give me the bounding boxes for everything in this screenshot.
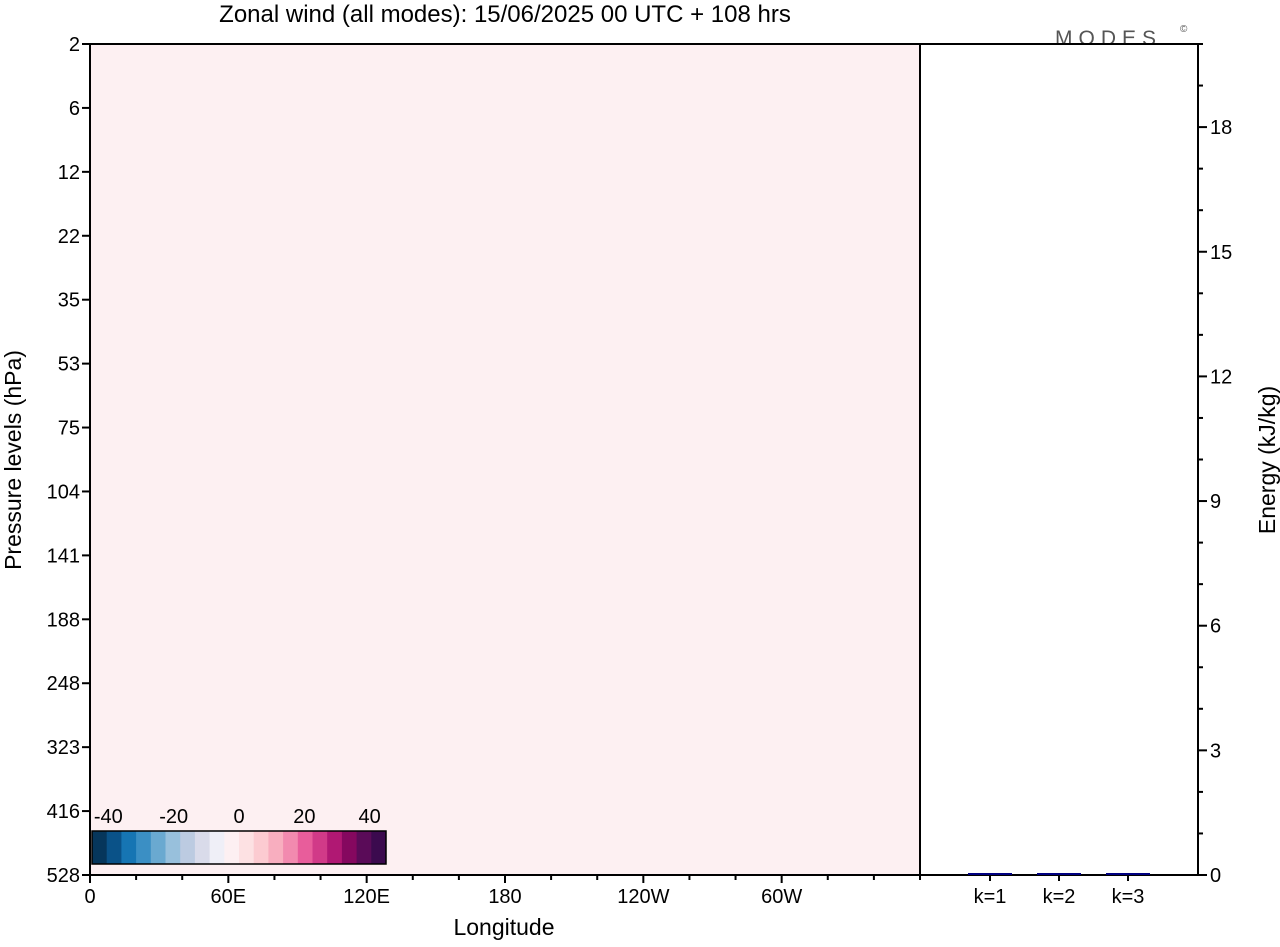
energy-tick-label: 3 (1210, 740, 1221, 762)
energy-bar (968, 873, 1012, 875)
pressure-tick-label: 6 (69, 98, 80, 120)
colorbar-swatch (165, 831, 181, 864)
colorbar-swatch (312, 831, 328, 864)
pressure-tick-label: 104 (47, 481, 80, 503)
longitude-tick-label: 180 (488, 886, 521, 908)
chart-title: Zonal wind (all modes): 15/06/2025 00 UT… (219, 1, 791, 28)
colorbar-frame (91, 830, 387, 865)
colorbar-swatch (297, 831, 313, 864)
energy-panel-frame (919, 43, 1199, 876)
colorbar-swatch (253, 831, 269, 864)
wavenumber-axis: k=1 k=2 k=3 (974, 875, 1145, 908)
brand-mark: © (1180, 24, 1188, 35)
pressure-tick-label: 75 (58, 418, 80, 440)
energy-bar (1106, 873, 1150, 875)
colorbar-tick-label: 40 (359, 806, 381, 828)
colorbar-tick-label: -40 (94, 806, 123, 828)
longitude-tick-label: 120W (617, 886, 669, 908)
colorbar-tick-label: 0 (233, 806, 244, 828)
colorbar-swatch (150, 831, 166, 864)
colorbar: -40 -20 0 20 40 (91, 806, 387, 865)
pressure-tick-label: 141 (47, 545, 80, 567)
pressure-tick-label: 53 (58, 354, 80, 376)
colorbar-swatch (283, 831, 299, 864)
pressure-tick-label: 12 (58, 162, 80, 184)
longitude-tick-label: 120E (343, 886, 390, 908)
colorbar-swatch (356, 831, 372, 864)
colorbar-swatch (239, 831, 255, 864)
pressure-tick-label: 528 (47, 865, 80, 887)
colorbar-swatch (121, 831, 137, 864)
longitude-tick-label: 60W (761, 886, 802, 908)
longitude-tick-label: 0 (84, 886, 95, 908)
field-background (90, 44, 920, 875)
colorbar-swatch (371, 831, 387, 864)
colorbar-swatch (106, 831, 122, 864)
energy-tick-label: 6 (1210, 616, 1221, 638)
pressure-tick-label: 188 (47, 609, 80, 631)
energy-bar (1037, 873, 1081, 875)
wavenumber-tick-label: k=3 (1112, 886, 1145, 908)
heatmap-field (90, 44, 920, 875)
colorbar-swatch (224, 831, 240, 864)
colorbar-swatch (136, 831, 152, 864)
pressure-tick-label: 248 (47, 673, 80, 695)
colorbar-swatch (92, 831, 108, 864)
longitude-tick-label: 60E (211, 886, 247, 908)
colorbar-swatch (209, 831, 225, 864)
energy-tick-label: 18 (1210, 117, 1232, 139)
energy-bars (968, 873, 1150, 875)
x-axis-label: Longitude (453, 914, 554, 940)
colorbar-swatch (268, 831, 284, 864)
energy-tick-label: 0 (1210, 865, 1221, 887)
energy-tick-label: 12 (1210, 366, 1232, 388)
energy-tick-label: 9 (1210, 491, 1221, 513)
pressure-tick-label: 416 (47, 801, 80, 823)
colorbar-tick-label: 20 (293, 806, 315, 828)
pressure-axis: 2 6 12 22 35 53 75 104 141 188 248 323 416 528 (47, 34, 90, 887)
energy-axis: 0 3 6 9 12 15 18 (1198, 43, 1232, 887)
energy-axis-label: Energy (kJ/kg) (1254, 386, 1280, 534)
colorbar-tick-label: -20 (159, 806, 188, 828)
energy-tick-label: 15 (1210, 242, 1232, 264)
pressure-tick-label: 323 (47, 737, 80, 759)
colorbar-swatch (327, 831, 343, 864)
pressure-tick-label: 22 (58, 226, 80, 248)
colorbar-swatch (341, 831, 358, 864)
colorbar-swatch (194, 831, 211, 864)
wavenumber-tick-label: k=2 (1043, 886, 1076, 908)
y-axis-label: Pressure levels (hPa) (0, 350, 26, 570)
longitude-axis: 0 60E 120E 180 120W 60W (84, 875, 921, 908)
colorbar-swatch (180, 831, 196, 864)
pressure-tick-label: 35 (58, 290, 80, 312)
wavenumber-tick-label: k=1 (974, 886, 1007, 908)
pressure-tick-label: 2 (69, 34, 80, 56)
